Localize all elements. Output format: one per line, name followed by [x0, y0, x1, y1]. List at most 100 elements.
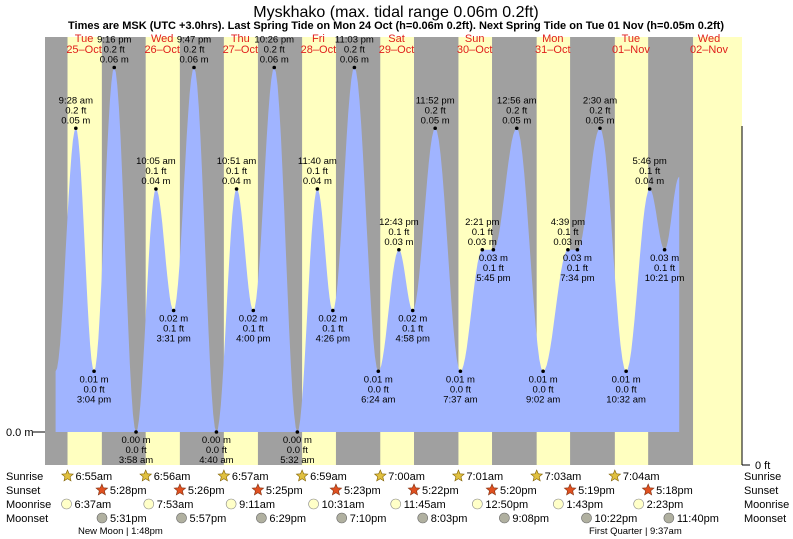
tide-label: 0.03 m — [479, 253, 508, 264]
tide-label: 0.02 m — [398, 314, 427, 325]
tide-label: 0.03 m — [384, 237, 413, 248]
tide-label: 9:28 am — [59, 95, 93, 106]
tide-label: 0.1 ft — [567, 263, 588, 274]
sunrise-time: 7:03am — [545, 471, 582, 483]
tide-point — [92, 369, 96, 374]
moonrise-icon — [61, 498, 72, 510]
tide-label: 0.06 m — [179, 55, 208, 66]
tide-point — [352, 65, 357, 70]
tide-label: 0.1 ft — [226, 166, 247, 177]
tide-label: 0.0 ft — [616, 384, 637, 395]
daylight-band — [693, 37, 742, 465]
tide-label: 12:43 pm — [379, 217, 419, 228]
tide-label: 0.2 ft — [506, 105, 527, 116]
tide-point — [662, 247, 667, 252]
day-weekday: Tue — [75, 33, 94, 45]
moonset-time: 8:03pm — [431, 513, 468, 525]
tide-label: 5:32 am — [280, 455, 314, 466]
tide-point — [315, 187, 320, 191]
tide-label: 0.01 m — [446, 374, 475, 385]
sunset-star-icon — [563, 483, 577, 496]
tide-label: 10:26 pm — [254, 35, 294, 46]
tide-label: 0.1 ft — [322, 324, 343, 335]
moonset-time: 5:31pm — [110, 513, 147, 525]
tide-label: 0.0 ft — [368, 384, 389, 395]
tide-label: 0.1 ft — [557, 227, 578, 238]
tide-point — [433, 126, 437, 131]
tide-point — [134, 430, 138, 434]
sunset-star-icon — [407, 483, 421, 496]
tide-label: 10:05 am — [136, 156, 176, 167]
tide-label: 0.01 m — [80, 374, 109, 385]
tide-label: 5:45 pm — [476, 273, 510, 284]
tide-label: 5:46 pm — [633, 156, 667, 167]
day-date: 25–Oct — [66, 44, 101, 56]
tide-point — [598, 126, 602, 131]
sunset-label-right: Sunset — [744, 485, 778, 497]
tide-label: 0.05 m — [585, 115, 614, 126]
moon-phase-first-quarter: First Quarter | 9:37am — [589, 526, 682, 537]
tide-point — [491, 247, 496, 252]
moonrise-time: 7:53am — [157, 499, 194, 511]
tide-label: 0.00 m — [202, 435, 231, 446]
moonrise-icon — [390, 498, 402, 510]
tide-label: 0.2 ft — [589, 105, 610, 116]
moonrise-label-left: Moonrise — [6, 499, 51, 511]
moonset-icon — [176, 512, 187, 524]
day-weekday: Fri — [312, 33, 325, 45]
tide-point — [541, 369, 545, 374]
tide-label: 10:51 am — [217, 156, 257, 167]
moonset-time: 5:57pm — [190, 513, 227, 525]
tide-label: 11:40 am — [298, 156, 337, 167]
tide-label: 0.1 ft — [307, 166, 328, 177]
moonset-icon — [256, 512, 267, 524]
tide-label: 0.1 ft — [388, 227, 409, 238]
moonrise-icon — [472, 498, 483, 510]
tide-label: 7:34 pm — [560, 273, 594, 284]
day-weekday: Mon — [542, 33, 563, 45]
tide-label: 0.04 m — [303, 176, 332, 187]
sunset-star-icon — [329, 483, 343, 496]
tide-label: 0.0 ft — [533, 384, 554, 395]
tide-label: 12:56 am — [497, 95, 537, 106]
sunset-time: 5:19pm — [578, 485, 615, 497]
day-weekday: Sat — [388, 33, 405, 45]
tide-label: 0.03 m — [553, 237, 582, 248]
sunrise-time: 7:01am — [466, 471, 503, 483]
day-labels: Tue25–OctWed26–OctThu27–OctFri28–OctSat2… — [66, 33, 728, 56]
day-weekday: Wed — [151, 33, 173, 45]
sunset-star-icon — [641, 483, 655, 496]
sunrise-star-icon — [217, 469, 231, 482]
tide-point — [112, 65, 117, 70]
sunrise-time: 6:59am — [310, 471, 347, 483]
sunrise-star-icon — [451, 469, 465, 482]
tide-label: 0.2 ft — [425, 105, 446, 116]
moonset-icon — [581, 512, 592, 524]
tide-label: 7:37 am — [443, 394, 477, 405]
tide-label: 10:21 pm — [645, 273, 685, 284]
moonrise-time: 1:43pm — [566, 499, 603, 511]
tide-event-labels: 9:28 am0.2 ft0.05 m0.01 m0.0 ft3:04 pm9:… — [59, 35, 685, 467]
tide-label: 0.1 ft — [639, 166, 660, 177]
sunset-star-icon — [173, 483, 187, 496]
sunset-time: 5:18pm — [656, 485, 693, 497]
moonrise-time: 12:50pm — [485, 499, 528, 511]
tide-label: 0.05 m — [61, 115, 90, 126]
tide-point — [376, 369, 381, 374]
tide-point — [192, 65, 196, 70]
moonset-time: 9:08pm — [512, 513, 549, 525]
tide-point — [397, 247, 401, 252]
moonset-icon — [417, 512, 429, 524]
tide-point — [410, 308, 415, 313]
moonrise-time: 10:31am — [322, 499, 365, 511]
tide-point — [458, 369, 463, 374]
tide-label: 10:32 am — [606, 394, 646, 405]
tide-label: 2:30 am — [583, 95, 617, 106]
tide-label: 0.04 m — [141, 176, 170, 187]
tide-area — [55, 67, 680, 432]
sunset-star-icon — [485, 483, 499, 496]
sunset-time: 5:26pm — [188, 485, 225, 497]
moon-phase-new: New Moon | 1:48pm — [78, 526, 163, 537]
tide-label: 0.2 ft — [65, 105, 86, 116]
